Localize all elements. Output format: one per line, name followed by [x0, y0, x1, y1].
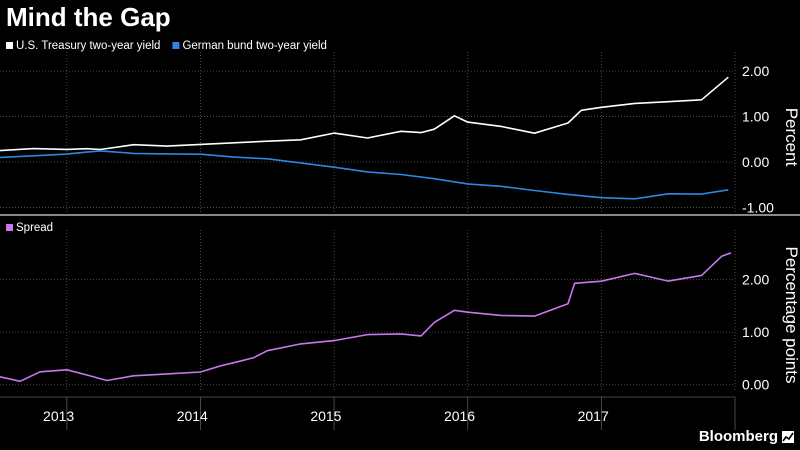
y-tick-label: 0.00: [742, 154, 769, 170]
y-tick-label: 1.00: [742, 109, 769, 125]
y-tick-label: 2.00: [742, 63, 769, 79]
y-tick-label: 0.00: [742, 377, 769, 393]
series-line-german: [0, 150, 729, 200]
y-tick-label: 2.00: [742, 271, 769, 287]
y-tick-label: 1.00: [742, 324, 769, 340]
series-line-us: [0, 76, 729, 152]
y-axis-title: Percentage points: [782, 246, 800, 383]
x-tick-label: 2016: [444, 408, 475, 424]
x-tick-label: 2015: [310, 408, 341, 424]
y-tick-label: -1.00: [742, 199, 774, 215]
legend-label-0-0: U.S. Treasury two-year yield: [16, 40, 160, 52]
y-axis-title: Percent: [782, 108, 800, 167]
chart-title: Mind the Gap: [6, 2, 171, 32]
legend-label-1-0: Spread: [16, 222, 53, 234]
brand-label: Bloomberg: [698, 428, 778, 445]
legend-swatch-0-1: [172, 42, 180, 49]
x-tick-label: 2017: [578, 408, 609, 424]
legend-label-0-1: German bund two-year yield: [182, 40, 326, 52]
legend-swatch-0-0: [6, 42, 13, 49]
series-line-spread: [0, 252, 732, 383]
x-tick-label: 2013: [43, 408, 74, 424]
legend-swatch-1-0: [6, 224, 13, 231]
bloomberg-chart-icon: [782, 431, 794, 443]
x-tick-label: 2014: [177, 408, 208, 424]
